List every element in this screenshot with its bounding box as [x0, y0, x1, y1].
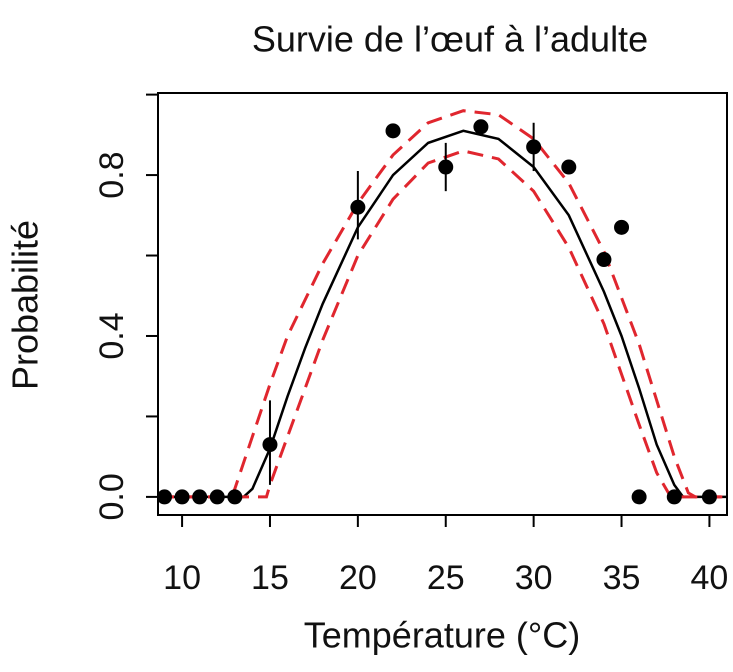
y-tick-label: 0.0 [93, 473, 131, 520]
data-point [192, 489, 208, 505]
data-point [614, 219, 630, 235]
ci-curve [158, 109, 727, 499]
data-point [596, 252, 612, 268]
data-point [209, 489, 225, 505]
data-point [350, 199, 366, 215]
y-axis-label: Probabilité [5, 220, 46, 390]
chart-title: Survie de l’œuf à l’adulte [252, 19, 648, 60]
ci-curve [158, 149, 727, 499]
data-point [666, 489, 682, 505]
data-point [526, 139, 542, 155]
data-point [262, 437, 278, 453]
data-point [701, 489, 717, 505]
fit-curve [158, 129, 727, 499]
x-tick-label: 40 [691, 559, 729, 597]
data-point [631, 489, 647, 505]
y-tick-label: 0.4 [93, 312, 131, 359]
x-axis-label: Température (°C) [304, 615, 580, 656]
y-tick-label: 0.8 [93, 151, 131, 198]
data-point [561, 159, 577, 175]
data-point [157, 489, 173, 505]
data-point [438, 159, 454, 175]
x-tick-label: 30 [515, 559, 553, 597]
data-point [227, 489, 243, 505]
data-point [174, 489, 190, 505]
x-tick-label: 10 [163, 559, 201, 597]
x-tick-label: 25 [427, 559, 465, 597]
x-tick-label: 15 [251, 559, 289, 597]
data-point [385, 123, 401, 139]
data-point [473, 119, 489, 135]
x-tick-label: 35 [603, 559, 641, 597]
plot-frame [157, 92, 728, 516]
x-tick-label: 20 [339, 559, 377, 597]
